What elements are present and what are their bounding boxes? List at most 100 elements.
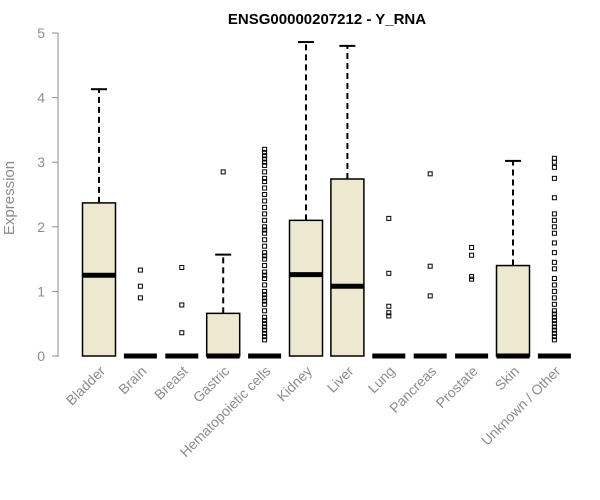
box-pancreas bbox=[413, 171, 447, 359]
outlier-point bbox=[262, 327, 268, 333]
box-iqr bbox=[288, 219, 324, 357]
outlier-point bbox=[262, 198, 268, 204]
x-tick-label: Lung bbox=[365, 363, 398, 396]
x-tick-label: Liver bbox=[324, 363, 357, 396]
x-tick-label: Kidney bbox=[274, 363, 316, 405]
outlier-point bbox=[262, 275, 268, 281]
outlier-point bbox=[551, 337, 557, 343]
y-tick-label: 4 bbox=[37, 90, 45, 106]
outlier-point bbox=[262, 153, 268, 159]
outlier-point bbox=[551, 295, 557, 301]
outlier-point bbox=[262, 282, 268, 288]
outlier-point bbox=[262, 263, 268, 269]
y-tick-label: 2 bbox=[37, 219, 45, 235]
outlier-point bbox=[262, 292, 268, 298]
box-liver bbox=[330, 44, 365, 357]
outlier-point bbox=[262, 295, 268, 301]
box-brain bbox=[123, 267, 157, 359]
boxes-layer bbox=[81, 41, 571, 359]
y-tick-label: 3 bbox=[37, 154, 45, 170]
outlier-point bbox=[262, 204, 268, 210]
outlier-point bbox=[262, 227, 268, 233]
outlier-point bbox=[551, 324, 557, 330]
outlier-point bbox=[551, 308, 557, 314]
outlier-point bbox=[262, 211, 268, 217]
x-tick-label: Breast bbox=[151, 363, 191, 403]
outlier-point bbox=[262, 175, 268, 181]
outlier-point bbox=[427, 263, 433, 269]
outlier-point bbox=[551, 266, 557, 272]
box-prostate bbox=[455, 244, 489, 359]
outlier-point bbox=[262, 185, 268, 191]
outlier-point bbox=[220, 169, 226, 175]
outlier-point bbox=[427, 171, 433, 177]
outlier-point bbox=[551, 240, 557, 246]
outlier-point bbox=[469, 276, 475, 282]
outlier-point bbox=[262, 162, 268, 168]
outlier-point bbox=[262, 272, 268, 278]
outlier-point bbox=[262, 243, 268, 249]
outlier-point bbox=[551, 195, 557, 201]
outlier-point bbox=[469, 274, 475, 280]
outlier-point bbox=[262, 256, 268, 262]
outlier-point bbox=[551, 230, 557, 236]
box-iqr bbox=[330, 178, 365, 357]
outlier-point bbox=[262, 324, 268, 330]
outlier-point bbox=[262, 301, 268, 307]
outlier-point bbox=[262, 250, 268, 256]
outlier-point bbox=[262, 169, 268, 175]
box-unknown-other bbox=[537, 155, 571, 359]
x-tick-label: Brain bbox=[115, 363, 149, 397]
outlier-point bbox=[386, 313, 392, 319]
outlier-point bbox=[386, 303, 392, 309]
outlier-point bbox=[551, 175, 557, 181]
outlier-point bbox=[262, 298, 268, 304]
outlier-point bbox=[551, 311, 557, 317]
box-iqr bbox=[495, 264, 531, 357]
outlier-point bbox=[262, 159, 268, 165]
outlier-point bbox=[427, 293, 433, 299]
outlier-point bbox=[179, 330, 185, 336]
outlier-point bbox=[262, 314, 268, 320]
x-tick-label: Unknown / Other bbox=[478, 363, 564, 449]
box-lung bbox=[372, 215, 406, 359]
outlier-point bbox=[551, 250, 557, 256]
outlier-point bbox=[551, 159, 557, 165]
outlier-point bbox=[179, 302, 185, 308]
outlier-point bbox=[551, 217, 557, 223]
outlier-point bbox=[386, 310, 392, 316]
outlier-point bbox=[262, 337, 268, 343]
x-tick-label: Bladder bbox=[63, 363, 109, 409]
outlier-point bbox=[386, 270, 392, 276]
box-iqr bbox=[205, 312, 241, 357]
outlier-point bbox=[137, 267, 143, 273]
outlier-point bbox=[469, 252, 475, 258]
outlier-point bbox=[551, 301, 557, 307]
outlier-point bbox=[262, 334, 268, 340]
outlier-point bbox=[551, 330, 557, 336]
outlier-point bbox=[551, 164, 557, 170]
outlier-point bbox=[137, 295, 143, 301]
box-bladder bbox=[81, 88, 117, 357]
outlier-point bbox=[262, 156, 268, 162]
y-tick-label: 5 bbox=[37, 25, 45, 41]
y-tick-label: 0 bbox=[37, 348, 45, 364]
y-axis-label: Expression bbox=[1, 161, 18, 235]
outlier-point bbox=[262, 217, 268, 223]
outlier-point bbox=[262, 150, 268, 156]
outlier-point bbox=[262, 237, 268, 243]
x-tick-label: Skin bbox=[492, 363, 523, 394]
outlier-point bbox=[551, 288, 557, 294]
outlier-point bbox=[551, 317, 557, 323]
outlier-point bbox=[262, 321, 268, 327]
outlier-point bbox=[551, 259, 557, 265]
outlier-point bbox=[551, 211, 557, 217]
y-tick-label: 1 bbox=[37, 283, 45, 299]
box-hematopoietic-cells bbox=[248, 146, 282, 359]
outlier-point bbox=[386, 215, 392, 221]
outlier-point bbox=[137, 283, 143, 289]
outlier-point bbox=[262, 288, 268, 294]
outlier-point bbox=[262, 146, 268, 152]
outlier-point bbox=[262, 192, 268, 197]
